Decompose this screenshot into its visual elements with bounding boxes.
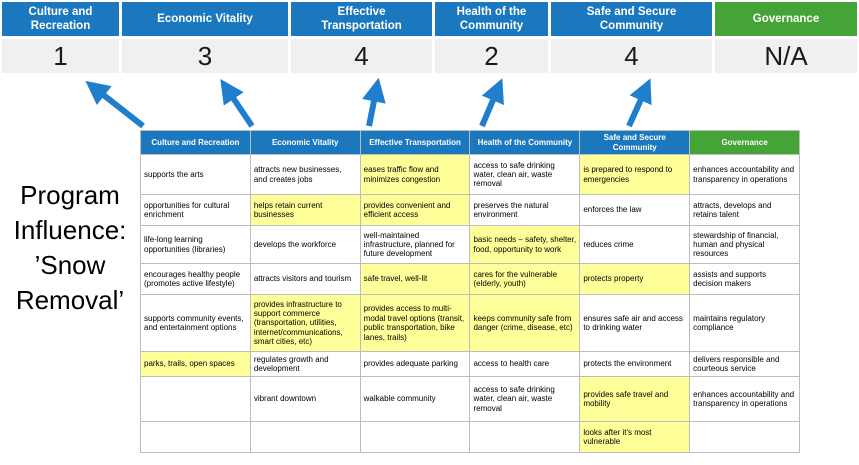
matrix-cell: eases traffic flow and minimizes congest… (359, 154, 471, 196)
influence-arrow-3 (362, 77, 386, 127)
matrix-cell: provides infrastructure to support comme… (249, 294, 361, 353)
matrix-cell (469, 421, 581, 454)
matrix-cell: life-long learning opportunities (librar… (140, 225, 251, 265)
matrix-cell: stewardship of financial, human and phys… (689, 225, 800, 265)
matrix-cell (359, 421, 471, 454)
scoreboard-score-health-community: 2 (435, 39, 548, 73)
matrix-cell: well-maintained infrastructure, planned … (359, 225, 471, 265)
matrix-row: supports community events, and entertain… (140, 294, 800, 353)
matrix-cell: supports community events, and entertain… (140, 294, 251, 353)
scoreboard-score-governance: N/A (715, 39, 857, 73)
matrix-cell: enforces the law (579, 194, 691, 227)
matrix-cell: cares for the vulnerable (elderly, youth… (469, 263, 581, 296)
matrix-cell: regulates growth and development (249, 351, 361, 378)
matrix-row: parks, trails, open spaces regulates grow… (140, 351, 800, 378)
matrix-column-header: Health of the Community (469, 129, 581, 156)
matrix-cell: walkable community (359, 376, 471, 423)
matrix-column-header: Safe and Secure Community (579, 129, 691, 156)
matrix-cell: access to safe drinking water, clean air… (469, 154, 581, 196)
matrix-cell: attracts new businesses, and creates job… (249, 154, 361, 196)
matrix-cell: helps retain current businesses (249, 194, 361, 227)
matrix-row: supports the arts attracts new businesses… (140, 154, 800, 196)
matrix-body: supports the arts attracts new businesses… (140, 154, 800, 454)
scoreboard-col-health-community: Health of the Community 2 (435, 2, 548, 73)
matrix-cell: delivers responsible and courteous servi… (689, 351, 800, 378)
influence-arrow-1 (85, 80, 145, 129)
scoreboard-col-culture-recreation: Culture and Recreation 1 (2, 2, 119, 73)
matrix-cell: maintains regulatory compliance (689, 294, 800, 353)
matrix-cell: provides safe travel and mobility (579, 376, 691, 423)
scoreboard-score-safe-secure: 4 (551, 39, 712, 73)
scoreboard-header-health-community: Health of the Community (435, 2, 548, 36)
influence-arrow-4 (479, 78, 504, 128)
scoreboard-header-culture-recreation: Culture and Recreation (2, 2, 119, 36)
influence-matrix: Culture and Recreation Economic Vitality E… (140, 129, 800, 454)
scoreboard-header-governance: Governance (715, 2, 857, 36)
matrix-column-header: Effective Transportation (359, 129, 471, 156)
matrix-cell (689, 421, 800, 454)
influence-arrow-5 (626, 78, 652, 128)
matrix-cell: attracts, develops and retains talent (689, 194, 800, 227)
matrix-cell: encourages healthy people (promotes acti… (140, 263, 251, 296)
matrix-cell: keeps community safe from danger (crime,… (469, 294, 581, 353)
scoreboard-score-effective-transportation: 4 (291, 39, 432, 73)
matrix-column-header: Economic Vitality (249, 129, 361, 156)
scoreboard: Culture and Recreation 1 Economic Vitali… (2, 2, 857, 73)
matrix-cell (249, 421, 361, 454)
matrix-cell: assists and supports decision makers (689, 263, 800, 296)
matrix-cell: looks after it's most vulnerable (579, 421, 691, 454)
scoreboard-col-governance: Governance N/A (715, 2, 857, 73)
matrix-cell: reduces crime (579, 225, 691, 265)
matrix-cell (140, 376, 251, 423)
matrix-cell: parks, trails, open spaces (140, 351, 251, 378)
matrix-column-header: Governance (689, 129, 800, 156)
program-influence-label: Program Influence: ’Snow Removal’ (13, 180, 127, 316)
matrix-cell: enhances accountability and transparency… (689, 154, 800, 196)
scoreboard-col-safe-secure: Safe and Secure Community 4 (551, 2, 712, 73)
matrix-cell: provides access to multi-modal travel op… (359, 294, 471, 353)
matrix-cell: is prepared to respond to emergencies (579, 154, 691, 196)
scoreboard-score-economic-vitality: 3 (122, 39, 288, 73)
matrix-cell: basic needs – safety, shelter, food, opp… (469, 225, 581, 265)
influence-arrows (85, 77, 652, 129)
scoreboard-header-economic-vitality: Economic Vitality (122, 2, 288, 36)
matrix-cell: ensures safe air and access to drinking … (579, 294, 691, 353)
matrix-cell: supports the arts (140, 154, 251, 196)
matrix-cell: opportunities for cultural enrichment (140, 194, 251, 227)
matrix-cell: provides convenient and efficient access (359, 194, 471, 227)
matrix-cell: vibrant downtown (249, 376, 361, 423)
matrix-row: vibrant downtown walkable community access… (140, 376, 800, 423)
matrix-row: looks after it's most vulnerable (140, 421, 800, 454)
scoreboard-header-effective-transportation: Effective Transportation (291, 2, 432, 36)
matrix-column-header: Culture and Recreation (140, 129, 251, 156)
matrix-cell: safe travel, well-lit (359, 263, 471, 296)
matrix-header-row: Culture and Recreation Economic Vitality E… (140, 129, 800, 156)
matrix-row: encourages healthy people (promotes acti… (140, 263, 800, 296)
matrix-row: life-long learning opportunities (librar… (140, 225, 800, 265)
matrix-row: opportunities for cultural enrichment hel… (140, 194, 800, 227)
matrix-cell (140, 421, 251, 454)
matrix-cell: attracts visitors and tourism (249, 263, 361, 296)
matrix-cell: protects property (579, 263, 691, 296)
matrix-cell: preserves the natural environment (469, 194, 581, 227)
scoreboard-col-economic-vitality: Economic Vitality 3 (122, 2, 288, 73)
matrix-cell: enhances accountability and transparency… (689, 376, 800, 423)
scoreboard-col-effective-transportation: Effective Transportation 4 (291, 2, 432, 73)
matrix-cell: access to safe drinking water, clean air… (469, 376, 581, 423)
matrix-cell: develops the workforce (249, 225, 361, 265)
influence-arrow-2 (220, 79, 255, 128)
matrix-cell: access to health care (469, 351, 581, 378)
scoreboard-score-culture-recreation: 1 (2, 39, 119, 73)
matrix-cell: provides adequate parking (359, 351, 471, 378)
scoreboard-header-safe-secure: Safe and Secure Community (551, 2, 712, 36)
matrix-cell: protects the environment (579, 351, 691, 378)
